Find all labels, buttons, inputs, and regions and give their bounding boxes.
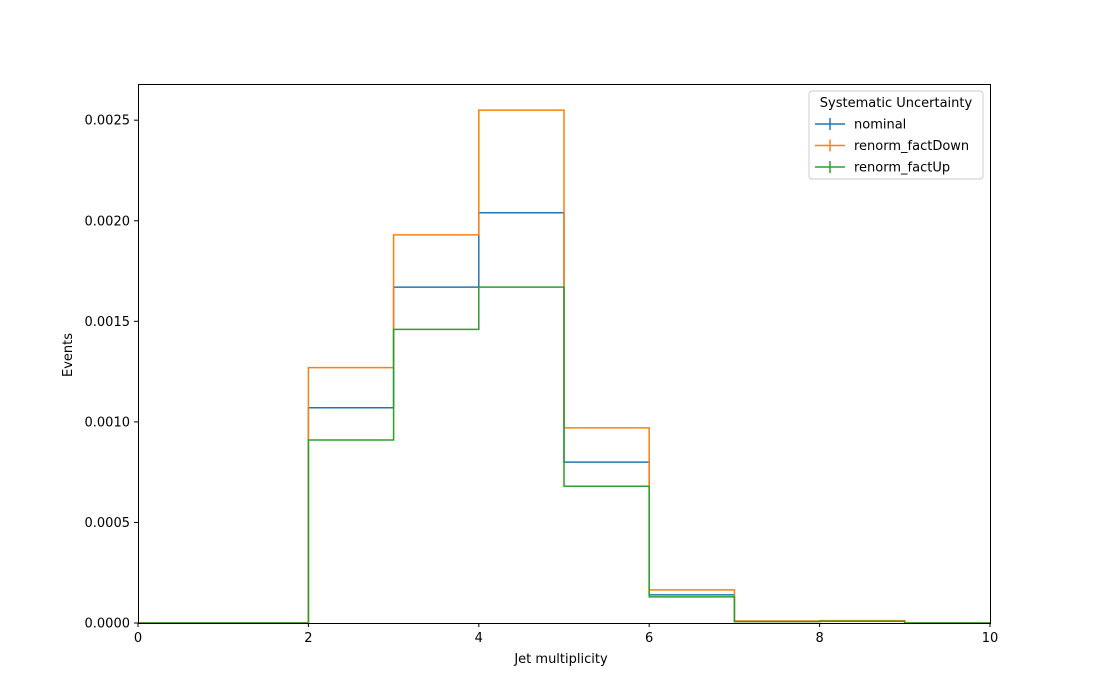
legend-label: renorm_factUp [854, 161, 950, 176]
legend-entry: renorm_factUp [815, 161, 950, 176]
x-tick-label: 8 [815, 631, 823, 646]
legend-entries: nominal renorm_factDown renorm_factUp [815, 118, 969, 176]
x-axis: 0 2 4 6 8 10 [134, 623, 998, 646]
legend-label: renorm_factDown [854, 139, 969, 154]
legend-entry: renorm_factDown [815, 139, 969, 154]
y-tick-label: 0.0000 [85, 617, 131, 632]
legend-title: Systematic Uncertainty [820, 96, 973, 111]
x-tick-label: 0 [134, 631, 142, 646]
y-tick-label: 0.0020 [85, 214, 131, 229]
legend: Systematic Uncertainty nominal renorm_fac… [808, 90, 984, 180]
x-tick-label: 2 [304, 631, 312, 646]
y-tick-label: 0.0010 [85, 415, 131, 430]
legend-label: nominal [854, 118, 906, 133]
series-layer [138, 109, 990, 624]
y-tick-label: 0.0025 [85, 114, 131, 129]
series-line-renorm_factUp [138, 286, 990, 624]
x-tick-label: 6 [645, 631, 653, 646]
x-axis-label: Jet multiplicity [513, 652, 608, 667]
x-tick-label: 10 [982, 631, 999, 646]
y-axis: 0.0000 0.0005 0.0010 0.0015 0.0020 0.0025 [85, 114, 138, 632]
legend-entry: nominal [815, 118, 906, 133]
y-axis-label: Events [61, 333, 76, 377]
plot-frame [138, 84, 991, 624]
x-tick-label: 4 [475, 631, 483, 646]
y-tick-label: 0.0015 [85, 315, 131, 330]
y-tick-label: 0.0005 [85, 516, 131, 531]
legend-box [808, 90, 984, 180]
